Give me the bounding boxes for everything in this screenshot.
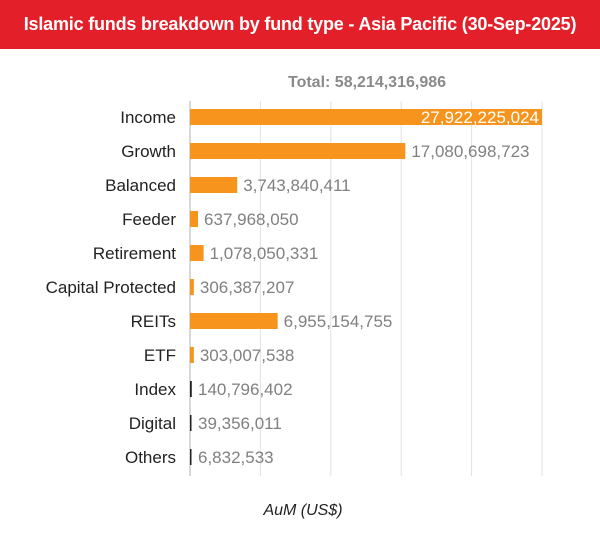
bar-retirement — [190, 245, 204, 261]
category-labels: Income Growth Balanced Feeder Retirement Capi… — [46, 108, 177, 467]
bar-others — [190, 449, 192, 465]
chart-title: Islamic funds breakdown by fund type - A… — [23, 14, 577, 34]
category-label: Retirement — [93, 244, 176, 263]
value-label: 17,080,698,723 — [411, 142, 529, 161]
x-axis-title: AuM (US$) — [262, 502, 342, 519]
bar-etf — [190, 347, 194, 363]
value-label: 27,922,225,024 — [421, 108, 539, 127]
category-label: Index — [134, 380, 176, 399]
value-label: 306,387,207 — [200, 278, 295, 297]
category-label: Income — [120, 108, 176, 127]
category-label: Others — [125, 448, 176, 467]
bar-chart: Total: 58,214,316,986 Income Growth Balanc… — [46, 74, 543, 519]
value-label: 6,832,533 — [198, 448, 274, 467]
bar-balanced — [190, 177, 238, 193]
category-label: REITs — [131, 312, 176, 331]
gridlines — [189, 101, 543, 476]
bar-digital — [190, 415, 192, 431]
value-label: 637,968,050 — [204, 210, 299, 229]
category-label: ETF — [144, 346, 176, 365]
total-label: Total: 58,214,316,986 — [288, 74, 446, 91]
value-label: 6,955,154,755 — [284, 312, 393, 331]
value-label: 3,743,840,411 — [243, 176, 350, 195]
bars-group — [190, 109, 542, 465]
value-label: 303,007,538 — [200, 346, 295, 365]
category-label: Digital — [129, 414, 176, 433]
chart-title-banner: Islamic funds breakdown by fund type - A… — [0, 0, 600, 49]
value-label: 1,078,050,331 — [210, 244, 319, 263]
category-label: Feeder — [122, 210, 176, 229]
bar-growth — [190, 143, 406, 159]
value-labels: 27,922,225,024 17,080,698,723 3,743,840,41… — [198, 108, 539, 467]
value-label: 39,356,011 — [198, 414, 282, 433]
bar-index — [190, 381, 192, 397]
category-label: Balanced — [105, 176, 176, 195]
category-label: Capital Protected — [46, 278, 176, 297]
bar-feeder — [190, 211, 199, 227]
category-label: Growth — [121, 142, 176, 161]
bar-capital-protected — [190, 279, 194, 295]
bar-income — [190, 109, 542, 125]
bar-reits — [190, 313, 278, 329]
value-label: 140,796,402 — [198, 380, 293, 399]
